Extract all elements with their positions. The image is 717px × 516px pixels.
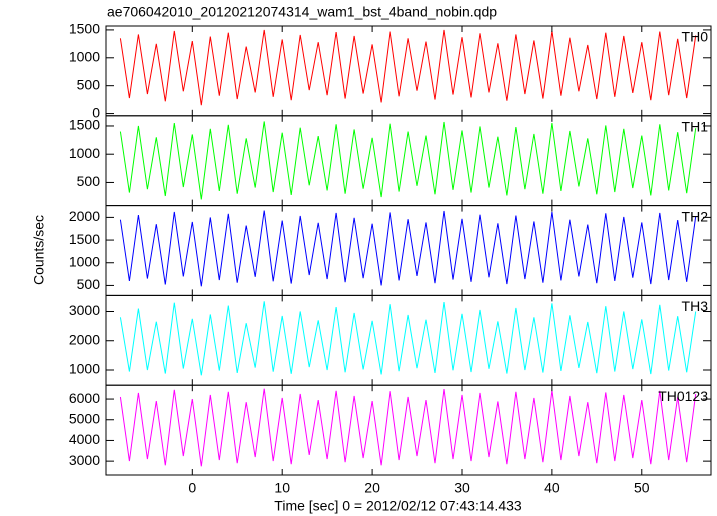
series-label: TH0123 (658, 388, 708, 404)
y-tick-label: 5000 (69, 410, 100, 426)
y-tick-label: 1500 (69, 117, 100, 133)
y-tick-label: 1500 (69, 21, 100, 37)
series-label: TH3 (682, 298, 709, 314)
series-label: TH1 (682, 119, 709, 135)
x-tick-label: 30 (454, 480, 470, 496)
data-line (119, 121, 697, 200)
y-tick-label: 500 (77, 276, 101, 292)
y-tick-label: 6000 (69, 390, 100, 406)
x-tick-label: 0 (188, 480, 196, 496)
y-tick-label: 1000 (69, 48, 100, 64)
y-tick-label: 4000 (69, 431, 100, 447)
y-tick-label: 1000 (69, 361, 100, 377)
panel-frame (105, 115, 712, 207)
y-tick-label: 1500 (69, 231, 100, 247)
y-tick-label: 500 (77, 76, 101, 92)
y-tick-label: 500 (77, 173, 101, 189)
x-tick-label: 10 (274, 480, 290, 496)
y-tick-label: 3000 (69, 452, 100, 468)
data-line (119, 29, 697, 106)
x-tick-label: 40 (544, 480, 560, 496)
x-axis-label: Time [sec] 0 = 2012/02/12 07:43:14.433 (274, 498, 522, 514)
chart-title: ae706042010_20120212074314_wam1_bst_4ban… (107, 4, 497, 20)
series-label: TH0 (682, 29, 709, 45)
panel-frame (105, 294, 712, 386)
y-tick-label: 1000 (69, 253, 100, 269)
data-line (119, 301, 697, 376)
y-tick-label: 2000 (69, 208, 100, 224)
series-label: TH2 (682, 208, 709, 224)
panel-frame (105, 384, 712, 476)
y-tick-label: 3000 (69, 302, 100, 318)
y-tick-label: 1000 (69, 145, 100, 161)
y-tick-label: 0 (92, 104, 100, 120)
x-tick-label: 50 (634, 480, 650, 496)
y-axis-label: Counts/sec (31, 215, 47, 285)
data-line (119, 210, 697, 287)
data-line (119, 388, 697, 467)
x-tick-label: 20 (364, 480, 380, 496)
y-tick-label: 2000 (69, 331, 100, 347)
